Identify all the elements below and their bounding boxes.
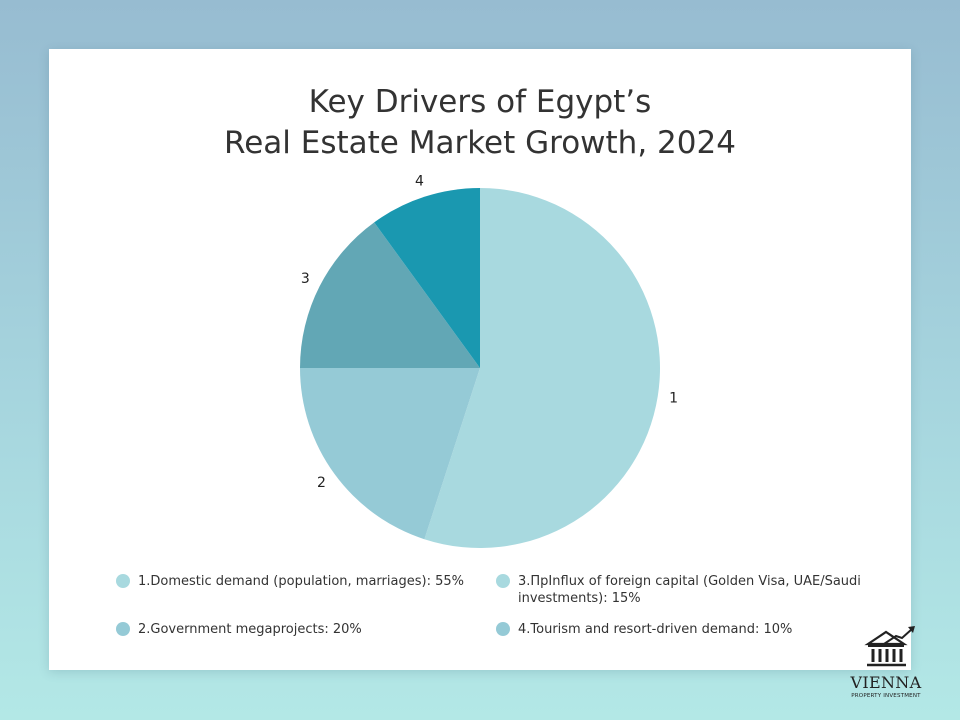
legend-item-1: 1.Domestic demand (population, marriages…	[116, 573, 464, 590]
legend-text-3-line-1: 3.ПрInflux of foreign capital (Golden Vi…	[518, 574, 861, 589]
pie-slice-2	[300, 368, 480, 540]
pie-slice-label-4: 4	[415, 174, 424, 190]
chart-title: Key Drivers of Egypt’s Real Estate Marke…	[0, 82, 960, 164]
vienna-logo: VIENNA PROPERTY INVESTMENT	[836, 622, 936, 700]
pie-slice-1	[424, 188, 660, 548]
legend-dot-1	[116, 574, 130, 588]
building-arrow-icon	[864, 626, 915, 667]
legend-item-3: 3.ПрInflux of foreign capital (Golden Vi…	[496, 573, 861, 607]
legend-dot-3	[496, 574, 510, 588]
logo-tagline: PROPERTY INVESTMENT	[851, 693, 921, 699]
logo-name: VIENNA	[850, 673, 922, 692]
pie-slice-3	[300, 222, 480, 368]
legend-dot-4	[496, 622, 510, 636]
legend-text-3-line-2: investments): 15%	[518, 591, 641, 606]
legend-text-4: 4.Tourism and resort-driven demand: 10%	[518, 622, 793, 637]
legend-dot-2	[116, 622, 130, 636]
pie-slice-label-3: 3	[301, 271, 310, 287]
legend-item-4: 4.Tourism and resort-driven demand: 10%	[496, 621, 792, 638]
pie-slice-label-1: 1	[669, 391, 678, 407]
legend-text-1: 1.Domestic demand (population, marriages…	[138, 574, 464, 589]
legend-text-3: 3.ПрInflux of foreign capital (Golden Vi…	[518, 573, 861, 607]
pie-slice-label-2: 2	[317, 475, 326, 491]
pie-slice-4	[374, 188, 480, 368]
chart-title-line-1: Key Drivers of Egypt’s	[308, 84, 652, 120]
legend-text-2: 2.Government megaprojects: 20%	[138, 622, 362, 637]
chart-title-line-2: Real Estate Market Growth, 2024	[224, 125, 736, 161]
legend-item-2: 2.Government megaprojects: 20%	[116, 621, 362, 638]
